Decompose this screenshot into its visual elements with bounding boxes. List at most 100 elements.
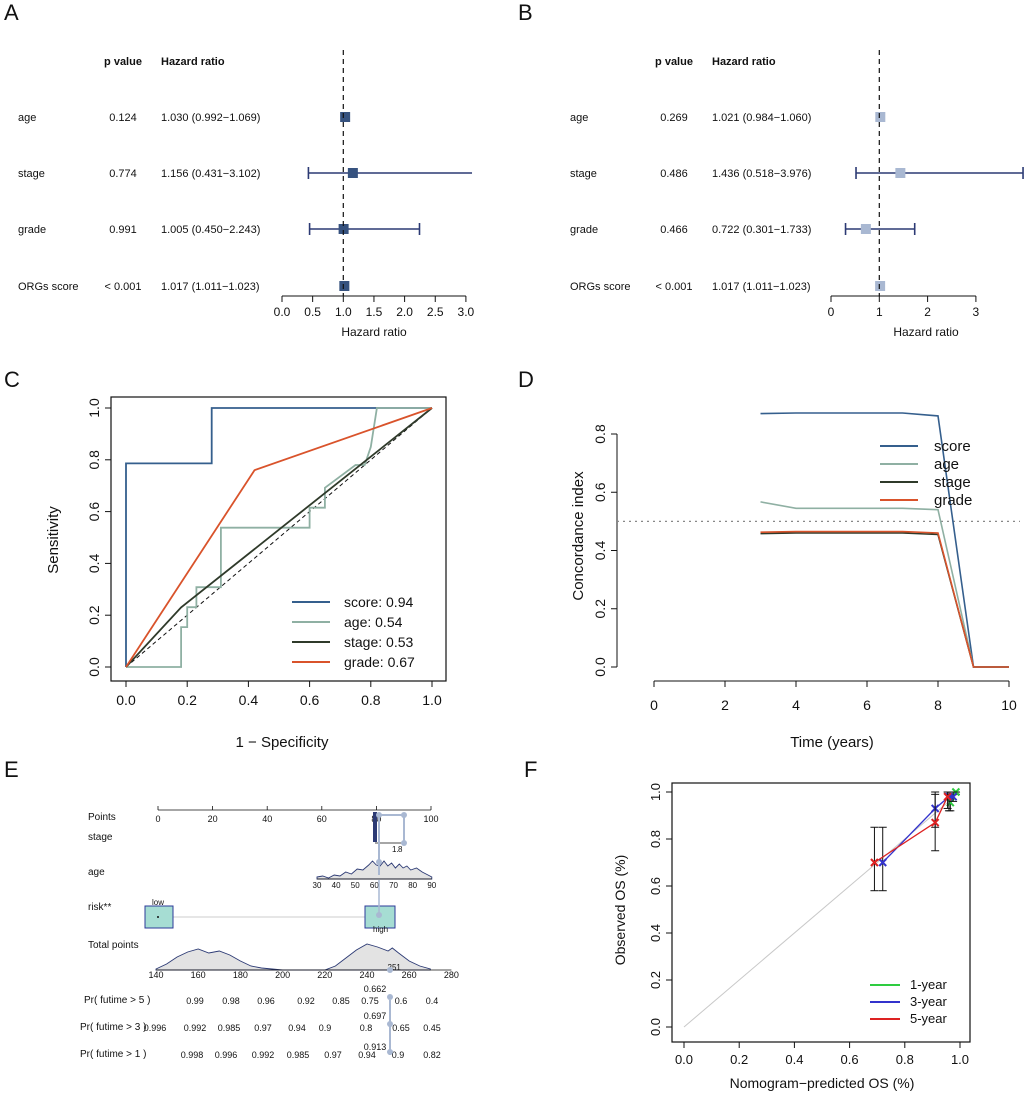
calibration-legend-label: 3-year [910, 994, 948, 1009]
panel-letter-F: F [524, 757, 537, 782]
roc-y-tick-label: 0.4 [86, 553, 102, 573]
forest-x-label-A: Hazard ratio [341, 325, 407, 339]
forest-x-tick-label-B: 0 [828, 305, 835, 319]
nomogram-pr5-tick-label: 0.92 [297, 996, 315, 1006]
roc-plot-frame [110, 396, 447, 682]
forest-x-tick-label-B: 1 [876, 305, 883, 319]
roc-x-tick-label: 1.0 [422, 692, 442, 708]
forest-row-pvalue-A: 0.991 [109, 224, 137, 236]
nomogram-pr5-tick-label: 0.4 [426, 996, 439, 1006]
concordance-x-tick-label: 6 [863, 697, 871, 713]
nomogram-total-value: 251 [388, 963, 402, 972]
nomogram-total-tick-label: 220 [317, 970, 332, 980]
forest-row-hr-text-B: 1.436 (0.518−3.976) [712, 168, 811, 180]
nomogram-age-density [316, 860, 433, 880]
forest-row-label-A: age [18, 112, 36, 124]
panel-letter-A: A [4, 0, 19, 25]
calibration-x-tick-label: 0.6 [841, 1052, 859, 1067]
nomogram-pr1-tick-label: 0.82 [423, 1050, 441, 1060]
concordance-line-score [760, 412, 1009, 668]
nomogram-pr1-tick-label: 0.998 [181, 1050, 204, 1060]
forest-x-label-B: Hazard ratio [893, 325, 959, 339]
nomogram-age-tick-label: 40 [332, 881, 341, 890]
roc-x-tick-label: 0.4 [239, 692, 259, 708]
panel-letter-B: B [518, 0, 533, 25]
concordance-line-age [760, 501, 1009, 668]
forest-row-pvalue-A: < 0.001 [104, 281, 141, 293]
calibration-x-tick-label: 0.4 [785, 1052, 803, 1067]
nomogram-selection-point [376, 859, 382, 865]
nomogram-pr3-tick-label: 0.65 [392, 1023, 410, 1033]
forest-hr-marker-B [860, 224, 871, 234]
nomogram-pr1-tick-label: 0.985 [287, 1050, 310, 1060]
roc-y-tick-label: 1.0 [86, 398, 102, 418]
nomogram-row-label-pr3: Pr( futime > 3 ) [80, 1022, 146, 1033]
calibration-x-tick-label: 1.0 [951, 1052, 969, 1067]
nomogram-age-tick-label: 60 [370, 881, 379, 890]
forest-x-tick-label-A: 3.0 [458, 305, 475, 319]
roc-legend-label: age: 0.54 [344, 614, 403, 630]
forest-header-p-A: p value [104, 56, 142, 68]
nomogram-risk-low-label: low [152, 898, 164, 907]
calibration-point-marker [930, 818, 940, 827]
nomogram-selection-point [387, 1049, 393, 1055]
nomogram-age-tick-label: 80 [408, 881, 417, 890]
nomogram-risk-high-label: high [373, 925, 388, 934]
concordance-y-tick-label: 0.0 [592, 657, 608, 677]
forest-hr-marker-B [875, 281, 886, 291]
calibration-x-tick-label: 0.0 [675, 1052, 693, 1067]
nomogram-total-tick-label: 160 [191, 970, 206, 980]
forest-row-label-A: ORGs score [18, 281, 79, 293]
panel-letter-C: C [4, 367, 20, 392]
nomogram-pr5-tick-label: 0.75 [361, 996, 379, 1006]
nomogram-age-tick-label: 70 [389, 881, 398, 890]
nomogram-pr3-tick-label: 0.996 [144, 1023, 167, 1033]
nomogram-row-label-pr1: Pr( futime > 1 ) [80, 1049, 146, 1060]
calibration-point-marker [878, 858, 887, 867]
calibration-x-tick-label: 0.2 [730, 1052, 748, 1067]
nomogram-pr5-tick-label: 0.99 [186, 996, 204, 1006]
nomogram-total-tick-label: 140 [148, 970, 163, 980]
forest-row-hr-text-A: 1.005 (0.450−2.243) [161, 224, 260, 236]
nomogram-selection-point [376, 812, 382, 818]
roc-y-tick-label: 0.2 [86, 605, 102, 625]
nomogram-row-label-risk: risk** [88, 902, 111, 913]
forest-row-pvalue-B: 0.269 [660, 112, 688, 124]
nomogram-selection-point [376, 912, 382, 918]
forest-x-tick-label-A: 0.5 [304, 305, 321, 319]
roc-legend-label: score: 0.94 [344, 594, 413, 610]
forest-row-hr-text-A: 1.030 (0.992−1.069) [161, 112, 260, 124]
roc-x-tick-label: 0.6 [300, 692, 320, 708]
concordance-x-label: Time (years) [790, 734, 874, 751]
roc-y-tick-label: 0.0 [86, 657, 102, 677]
nomogram-total-tick-label: 260 [402, 970, 417, 980]
calibration-plot-frame [671, 782, 971, 1043]
forest-row-label-B: grade [570, 224, 598, 236]
nomogram-points-tick-label: 20 [208, 814, 218, 824]
roc-curve-stage [125, 407, 433, 668]
nomogram-row-label-stage: stage [88, 832, 113, 843]
concordance-y-tick-label: 0.4 [592, 541, 608, 561]
forest-header-hr-A: Hazard ratio [161, 56, 225, 68]
nomogram-pr1-tick-label: 0.9 [392, 1050, 405, 1060]
panel-letter-E: E [4, 757, 19, 782]
nomogram-total-tick-label: 200 [275, 970, 290, 980]
nomogram-pr3-tick-label: 0.8 [360, 1023, 373, 1033]
forest-row-hr-text-B: 1.021 (0.984−1.060) [712, 112, 811, 124]
nomogram-pr3-tick-label: 0.985 [218, 1023, 241, 1033]
nomogram-total-tick-label: 180 [233, 970, 248, 980]
calibration-legend-label: 1-year [910, 977, 948, 992]
calibration-y-tick-label: 0.6 [648, 877, 663, 895]
forest-hr-marker-A [340, 112, 351, 122]
calibration-y-tick-label: 0.8 [648, 830, 663, 848]
nomogram-age-tick-label: 90 [427, 881, 436, 890]
nomogram-total-tick-label: 240 [359, 970, 374, 980]
nomogram-age-tick-label: 50 [351, 881, 360, 890]
nomogram-pr1-tick-label: 0.94 [358, 1050, 376, 1060]
concordance-legend-label: age [934, 456, 959, 473]
nomogram-risk-low-dot [157, 916, 159, 918]
forest-hr-marker-A [339, 281, 350, 291]
forest-x-tick-label-A: 2.0 [396, 305, 413, 319]
forest-row-hr-text-B: 1.017 (1.011−1.023) [712, 281, 811, 293]
forest-row-pvalue-B: < 0.001 [655, 281, 692, 293]
